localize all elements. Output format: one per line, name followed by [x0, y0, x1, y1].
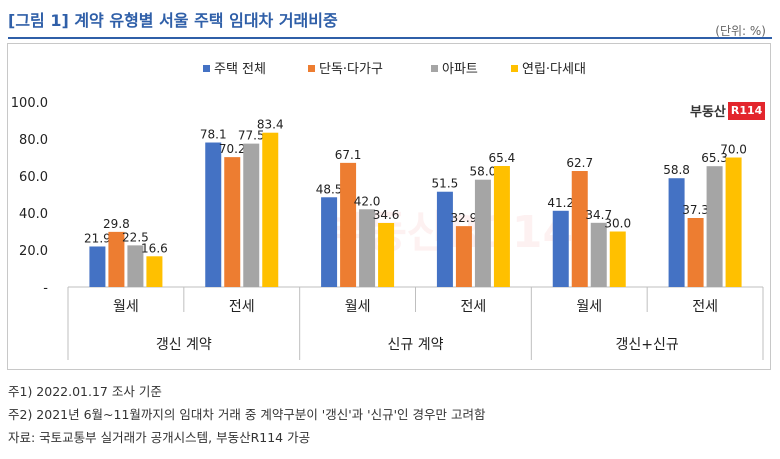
- data-label: 16.6: [141, 241, 168, 255]
- data-label: 22.5: [122, 230, 149, 244]
- chart-panel: 부동산R114 부동산 R114 주택 전체 단독·다가구 아파트 연립·다세대 - 20…: [7, 43, 771, 370]
- bar: [609, 231, 626, 287]
- legend-swatch-3: [431, 65, 438, 72]
- bar: [127, 245, 144, 287]
- bar: [321, 197, 338, 287]
- bar: [359, 209, 376, 287]
- data-label: 41.2: [547, 196, 574, 210]
- x-category-label: 전세: [229, 299, 255, 315]
- bar: [590, 222, 607, 287]
- data-label: 58.0: [470, 165, 497, 179]
- x-group-label: 갱신+신규: [616, 337, 679, 353]
- bar: [340, 162, 357, 287]
- x-category-label: 월세: [113, 299, 139, 315]
- bar: [146, 256, 163, 287]
- bar: [668, 178, 685, 287]
- y-tick-label: 40.0: [19, 207, 48, 222]
- logo-badge: R114: [727, 101, 766, 120]
- legend-label-3: 아파트: [442, 62, 478, 77]
- legend-label-4: 연립·다세대: [522, 62, 586, 77]
- bar: [455, 226, 472, 287]
- bar: [243, 143, 260, 287]
- data-label: 34.6: [373, 208, 400, 222]
- data-label: 37.3: [682, 203, 709, 217]
- unit-label: (단위: %): [715, 24, 766, 38]
- bar: [224, 157, 241, 287]
- bar: [493, 166, 510, 287]
- data-label: 70.2: [219, 142, 246, 156]
- footnote-1: 주1) 2022.01.17 조사 기준: [8, 384, 162, 399]
- footnote-2: 주2) 2021년 6월~11월까지의 임대차 거래 중 계약구분이 '갱신'과…: [8, 407, 486, 422]
- y-tick-label: 100.0: [11, 96, 48, 111]
- bar: [687, 217, 704, 287]
- x-group-label: 갱신 계약: [156, 337, 212, 353]
- data-label: 70.0: [720, 143, 747, 157]
- x-category-label: 전세: [692, 299, 718, 315]
- data-label: 51.5: [432, 177, 459, 191]
- y-tick-label: 80.0: [19, 133, 48, 148]
- y-tick-label: -: [43, 281, 48, 296]
- bar: [378, 222, 395, 287]
- chart-title: [그림 1] 계약 유형별 서울 주택 임대차 거래비중: [8, 11, 338, 30]
- data-label: 42.0: [354, 194, 381, 208]
- logo-text: 부동산: [690, 105, 726, 120]
- y-tick-label: 60.0: [19, 170, 48, 185]
- x-category-label: 월세: [345, 299, 371, 315]
- bar: [205, 142, 222, 287]
- data-label: 65.4: [489, 151, 516, 165]
- data-label: 32.9: [451, 211, 478, 225]
- bar: [474, 179, 491, 287]
- brand-logo: 부동산 R114: [690, 101, 766, 120]
- data-label: 29.8: [103, 217, 130, 231]
- data-label: 58.8: [663, 163, 690, 177]
- data-label: 34.7: [585, 208, 612, 222]
- data-label: 21.9: [84, 231, 111, 245]
- legend-label-1: 주택 전체: [214, 62, 266, 77]
- data-label: 78.1: [200, 128, 227, 142]
- x-group-label: 신규 계약: [388, 337, 444, 353]
- legend-swatch-2: [308, 65, 315, 72]
- legend-swatch-4: [511, 65, 518, 72]
- data-label: 77.5: [238, 129, 265, 143]
- bar: [262, 132, 279, 287]
- footnote-source: 자료: 국토교통부 실거래가 공개시스템, 부동산R114 가공: [8, 430, 311, 445]
- title-divider: [8, 37, 772, 39]
- bar: [436, 191, 453, 287]
- bar: [571, 171, 588, 287]
- bar: [725, 157, 742, 287]
- data-label: 65.3: [701, 151, 728, 165]
- data-label: 83.4: [257, 118, 284, 132]
- x-category-label: 월세: [576, 299, 602, 315]
- bar: [706, 166, 723, 287]
- y-tick-label: 20.0: [19, 244, 48, 259]
- legend-label-2: 단독·다가구: [319, 62, 383, 77]
- data-label: 67.1: [335, 148, 362, 162]
- bar: [89, 246, 106, 287]
- bar: [552, 210, 569, 287]
- data-label: 48.5: [316, 182, 343, 196]
- bar: [108, 231, 125, 287]
- data-label: 62.7: [566, 156, 593, 170]
- x-category-label: 전세: [461, 299, 487, 315]
- footnotes: 주1) 2022.01.17 조사 기준 주2) 2021년 6월~11월까지의…: [8, 380, 485, 449]
- data-label: 30.0: [604, 217, 631, 231]
- bar-chart: 주택 전체 단독·다가구 아파트 연립·다세대 - 20.0 40.0 60.0 80.0 100…: [11, 62, 764, 360]
- legend-swatch-1: [203, 65, 210, 72]
